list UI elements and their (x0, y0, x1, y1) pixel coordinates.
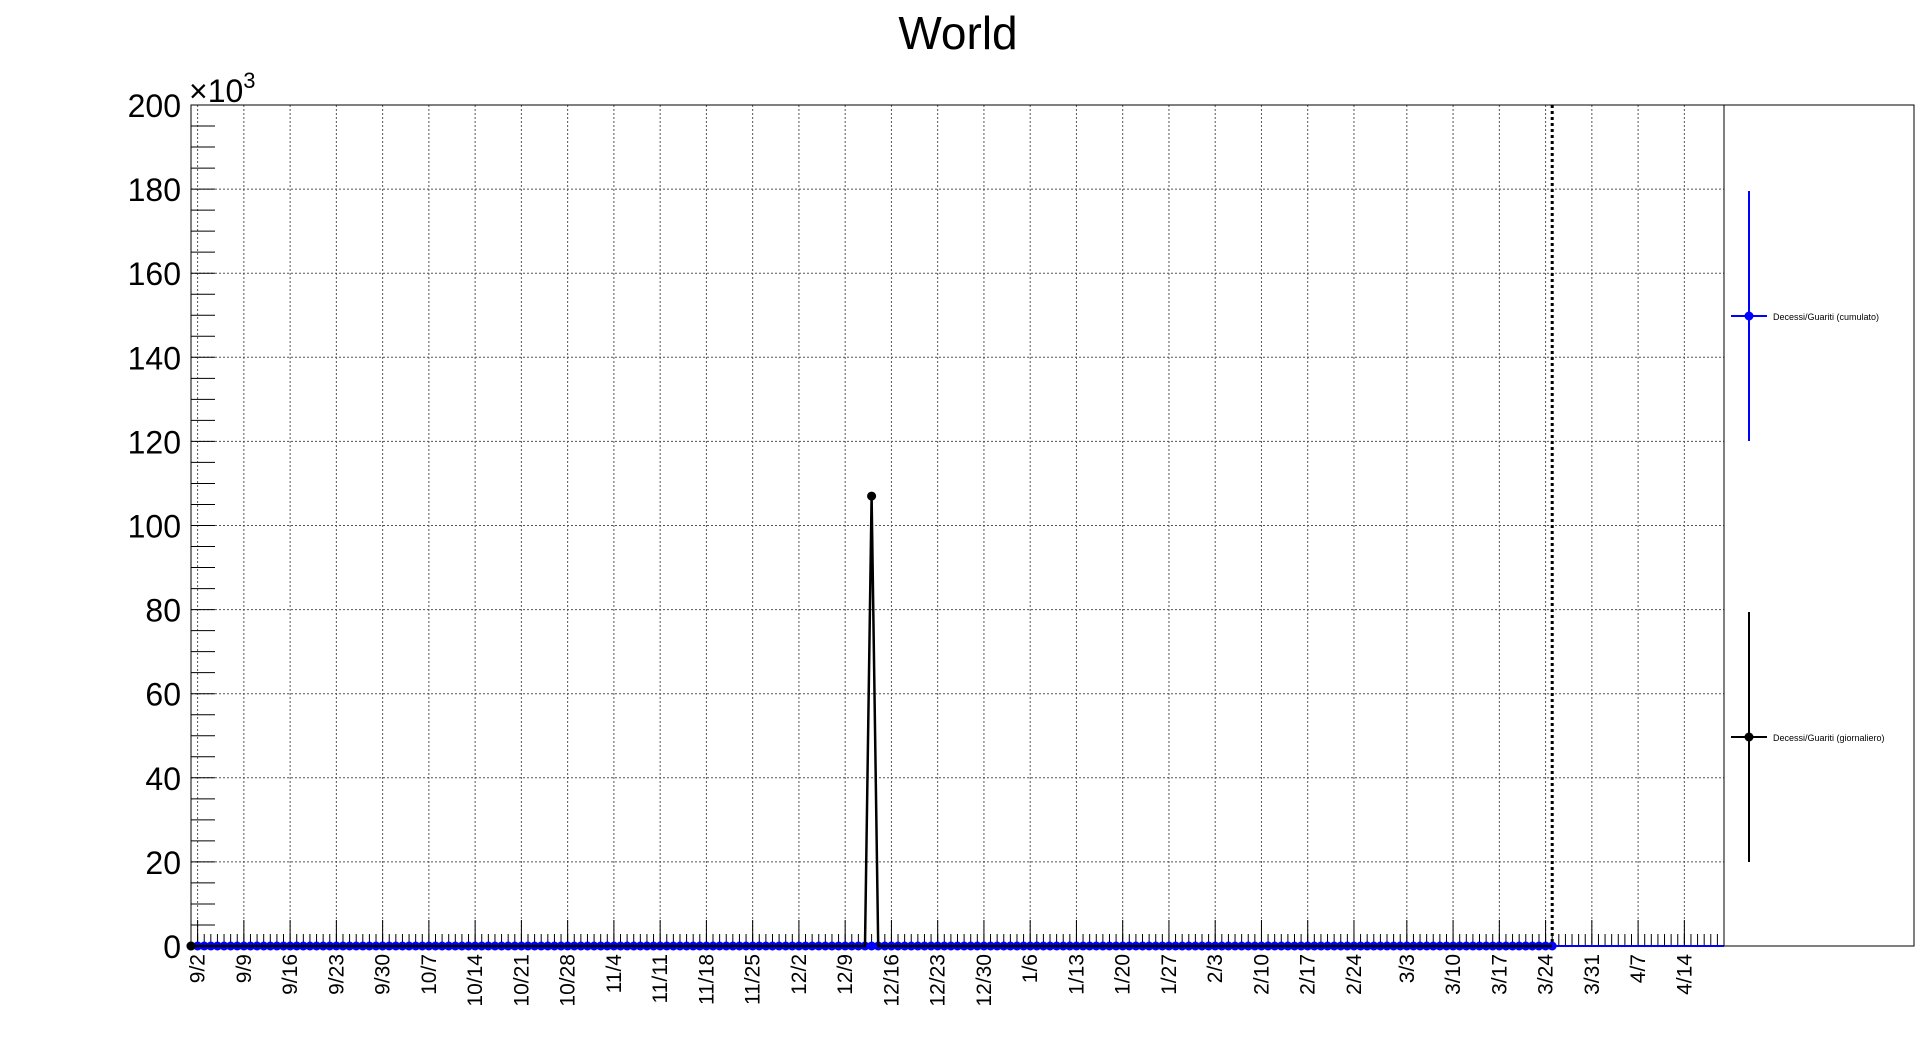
legend-marker-point (1744, 732, 1754, 742)
x-tick-label: 12/9 (834, 954, 857, 995)
y-tick-label: 140 (128, 340, 181, 376)
x-tick-label: 11/4 (603, 954, 626, 994)
series-point-giornaliero (186, 941, 196, 951)
x-tick-label: 10/21 (510, 954, 533, 1007)
y-tick-label: 120 (128, 424, 181, 460)
series-point-giornaliero (867, 491, 877, 501)
x-tick-label: 3/17 (1488, 954, 1511, 995)
x-tick-label: 11/25 (742, 954, 765, 1005)
x-tick-label: 12/2 (788, 954, 811, 995)
legend-label: Decessi/Guariti (cumulato) (1773, 312, 1879, 322)
y-tick-label: 20 (145, 845, 181, 881)
x-tick-label: 12/30 (973, 954, 996, 1007)
x-tick-label: 10/14 (464, 954, 487, 1007)
x-tick-label: 9/30 (372, 954, 395, 995)
y-tick-label: 200 (128, 88, 181, 124)
legend-box (1723, 104, 1915, 947)
y-tick-label: 0 (163, 929, 181, 965)
x-tick-label: 2/17 (1297, 954, 1320, 995)
y-tick-label: 160 (128, 256, 181, 292)
x-tick-label: 9/9 (233, 954, 256, 983)
x-tick-label: 10/7 (418, 954, 441, 995)
x-tick-label: 4/7 (1627, 954, 1650, 983)
x-tick-label: 11/18 (695, 954, 718, 1005)
legend: Decessi/Guariti (cumulato) Decessi/Guarit… (1723, 104, 1915, 947)
x-tick-label: 9/2 (187, 954, 210, 983)
x-tick-label: 11/11 (649, 954, 672, 1003)
x-tick-label: 3/10 (1442, 954, 1465, 995)
y-tick-label: 60 (145, 677, 181, 713)
series-point-cumulato (867, 941, 877, 951)
x-tick-label: 1/6 (1019, 954, 1042, 983)
series (186, 491, 1724, 951)
x-tick-label: 12/23 (927, 954, 950, 1007)
x-tick-label: 3/3 (1396, 954, 1419, 983)
y-tick-label: 40 (145, 761, 181, 797)
x-tick-label: 12/16 (880, 954, 903, 1007)
x-tick-label: 1/20 (1112, 954, 1135, 995)
legend-label: Decessi/Guariti (giornaliero) (1773, 733, 1885, 743)
x-tick-label: 9/23 (325, 954, 348, 995)
x-tick-label: 4/14 (1673, 954, 1696, 995)
x-tick-label: 2/10 (1250, 954, 1273, 995)
chart-title: World (898, 7, 1017, 59)
y-axis-exponent: ×103 (189, 68, 256, 109)
x-tick-label: 3/31 (1581, 954, 1604, 995)
y-tick-label: 100 (128, 509, 181, 545)
x-tick-label: 9/16 (279, 954, 302, 995)
x-tick-label: 10/28 (557, 954, 580, 1007)
x-tick-label: 1/27 (1158, 954, 1181, 995)
x-tick-label: 2/3 (1204, 954, 1227, 983)
x-tick-label: 2/24 (1343, 954, 1366, 995)
y-tick-label: 80 (145, 593, 181, 629)
x-tick-label: 1/13 (1065, 954, 1088, 995)
legend-marker-point (1744, 311, 1754, 321)
y-tick-label: 180 (128, 172, 181, 208)
x-tick-label: 3/24 (1535, 954, 1558, 995)
